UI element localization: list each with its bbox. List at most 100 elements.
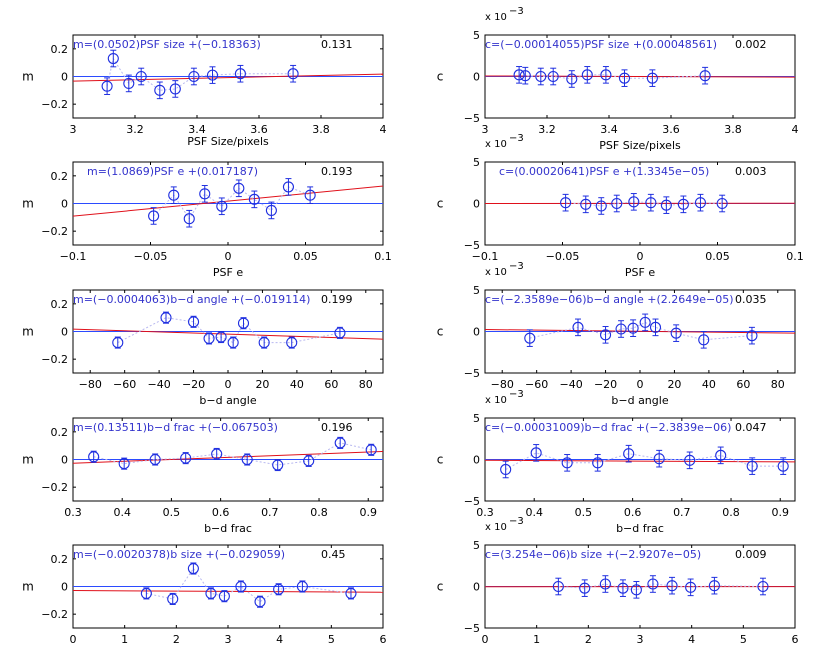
fit-statistic: 0.047 <box>735 421 767 434</box>
data-point <box>227 337 239 349</box>
data-point <box>234 68 246 80</box>
fit-equation: m=(−0.0020378)b size +(−0.029059) <box>73 548 285 561</box>
data-point <box>757 580 769 593</box>
y-axis-label: m <box>22 325 34 339</box>
x-axis-label: b−d angle <box>611 394 668 407</box>
data-point <box>118 458 130 470</box>
data-point <box>303 455 315 467</box>
x-tick-label: 60 <box>324 378 338 391</box>
y-tick-label: 0.2 <box>51 43 69 56</box>
x-tick-label: 3.2 <box>538 123 556 136</box>
data-point <box>135 70 147 83</box>
y-tick-label: 0 <box>473 581 480 594</box>
data-point <box>715 449 727 461</box>
data-point <box>628 196 640 208</box>
x-tick-label: 3.4 <box>188 123 206 136</box>
data-point <box>203 332 215 344</box>
fit-statistic: 0.196 <box>321 421 353 434</box>
series-connector <box>519 74 706 80</box>
data-point <box>188 70 200 83</box>
data-point <box>248 193 260 205</box>
data-point <box>254 596 266 608</box>
y-tick-label: 0 <box>61 454 68 467</box>
y-tick-label: 0 <box>61 581 68 594</box>
data-point <box>519 70 531 82</box>
data-point <box>211 448 223 460</box>
x-tick-label: 6 <box>792 633 799 646</box>
data-point <box>708 580 720 592</box>
y-exponent: x 10 <box>485 395 507 406</box>
data-point <box>618 72 631 84</box>
y-tick-label: 0 <box>61 326 68 339</box>
data-point <box>500 463 512 476</box>
fit-equation: c=(0.00020641)PSF e +(1.3345e−05) <box>499 165 709 178</box>
x-tick-label: 4 <box>688 633 695 646</box>
fit-equation: m=(1.0869)PSF e +(0.017187) <box>87 165 258 178</box>
fit-statistic: 0.003 <box>735 165 767 178</box>
fit-statistic: 0.035 <box>735 293 767 306</box>
data-point <box>600 329 612 341</box>
data-point <box>199 188 211 200</box>
x-tick-label: 0.9 <box>359 506 377 519</box>
x-tick-label: −0.05 <box>134 250 168 263</box>
data-point <box>188 316 200 328</box>
data-point <box>646 72 658 84</box>
data-point <box>615 323 627 335</box>
x-tick-label: −0.1 <box>472 250 499 263</box>
data-point <box>552 580 564 593</box>
x-tick-label: 0 <box>70 633 77 646</box>
y-axis-label: m <box>22 197 34 211</box>
data-point <box>233 182 245 194</box>
x-tick-label: 1 <box>121 633 128 646</box>
fit-statistic: 0.193 <box>321 165 353 178</box>
x-tick-label: 0 <box>637 378 644 391</box>
data-point <box>101 80 113 92</box>
panel-m-psf-e: −0.1 −0.05 0 0.05 0.1 −0.2 0 0.2 PSF e m m=(1.0869… <box>22 161 392 279</box>
y-tick-label: 5 <box>473 412 480 425</box>
data-point <box>639 316 651 328</box>
data-point <box>698 334 710 346</box>
data-point <box>560 197 572 209</box>
data-point <box>334 437 346 449</box>
y-exponent: x 10 <box>485 522 507 533</box>
data-point <box>580 198 592 210</box>
data-point <box>241 453 253 466</box>
data-point <box>168 189 180 201</box>
y-tick-label: 0 <box>61 198 68 211</box>
data-point <box>112 337 124 349</box>
y-axis-label: m <box>22 580 34 594</box>
x-tick-label: 0.8 <box>722 506 740 519</box>
y-tick-label: −5 <box>464 622 480 635</box>
x-tick-label: 0.3 <box>476 506 494 519</box>
data-point <box>649 321 662 333</box>
fit-line <box>485 329 795 334</box>
fit-statistic: 0.131 <box>321 38 353 51</box>
y-exponent-power: −3 <box>509 133 524 144</box>
data-point <box>647 578 659 590</box>
x-axis-label: b−d frac <box>204 522 252 535</box>
x-tick-label: 3.8 <box>312 123 330 136</box>
x-tick-label: 5 <box>740 633 747 646</box>
x-tick-label: −0.1 <box>60 250 87 263</box>
y-exponent-power: −3 <box>509 389 524 400</box>
x-tick-label: 0.05 <box>705 250 730 263</box>
x-tick-label: 0 <box>225 250 232 263</box>
x-tick-label: −0.05 <box>546 250 580 263</box>
y-tick-label: −5 <box>464 367 480 380</box>
data-point <box>524 332 536 344</box>
data-point <box>218 590 230 602</box>
x-tick-label: 80 <box>359 378 373 391</box>
fit-statistic: 0.45 <box>321 548 346 561</box>
y-tick-label: −0.2 <box>41 98 68 111</box>
data-point <box>167 593 179 605</box>
fit-equation: m=(−0.0004063)b−d angle +(−0.019114) <box>73 293 310 306</box>
data-point <box>581 69 593 81</box>
fit-line <box>73 73 383 82</box>
x-tick-label: 0.6 <box>624 506 642 519</box>
